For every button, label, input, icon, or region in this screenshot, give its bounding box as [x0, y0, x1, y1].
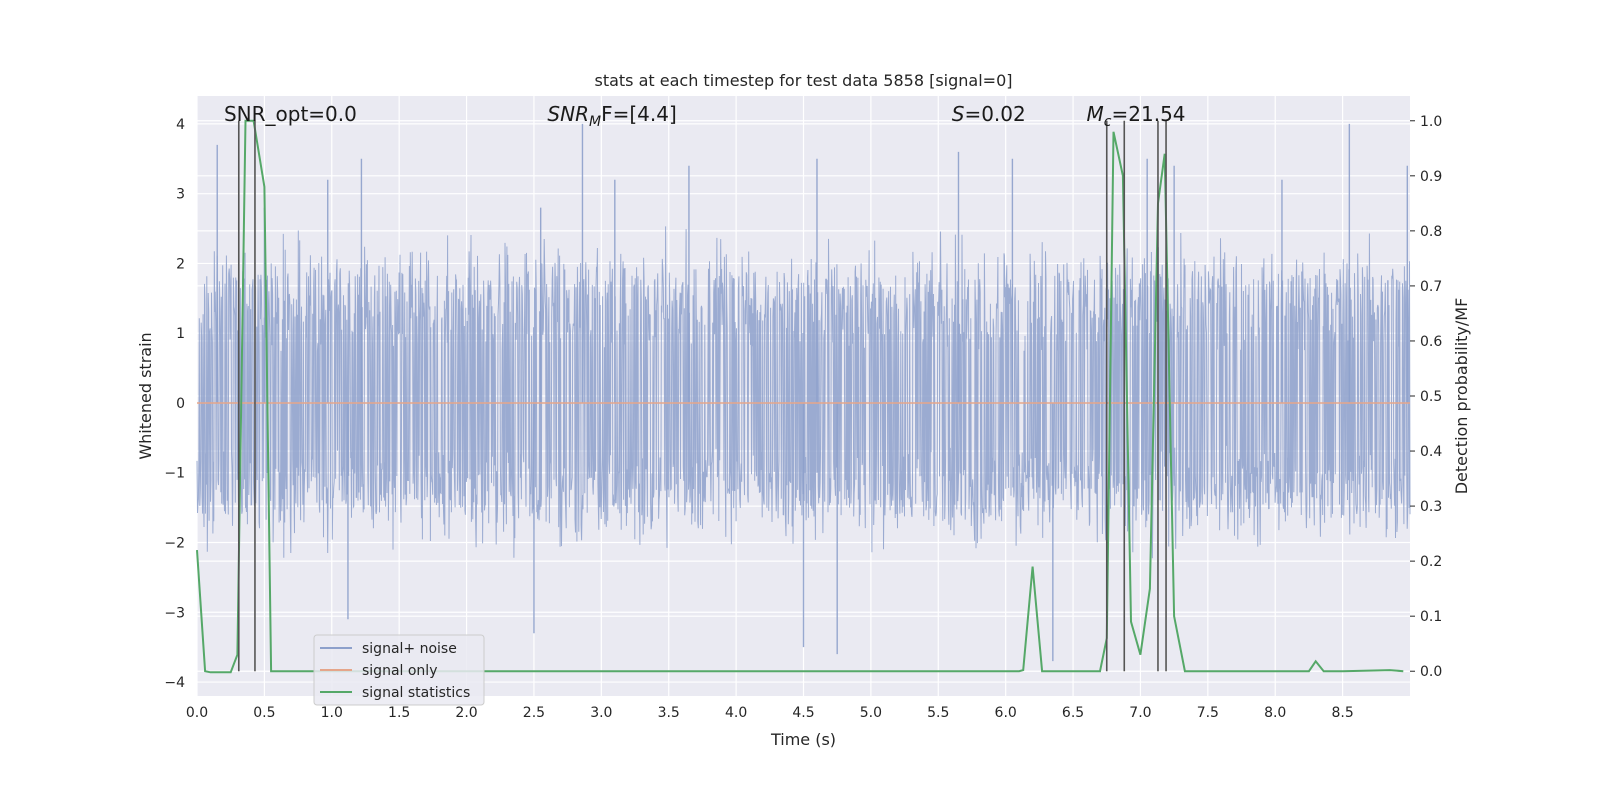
x-tick-label: 5.0: [860, 705, 882, 721]
y-right-tick-label: 1.0: [1420, 114, 1442, 130]
x-tick-label: 3.5: [658, 705, 680, 721]
legend-label-signal-noise: signal+ noise: [362, 641, 457, 657]
y-tick-label: 3: [176, 187, 185, 203]
x-tick-label: 2.0: [455, 705, 477, 721]
y-axis-label: Whitened strain: [136, 332, 155, 459]
y-right-tick-label: 0.7: [1420, 279, 1442, 295]
y-right-tick-label: 0.1: [1420, 609, 1442, 625]
vertical-markers: [237, 120, 1167, 672]
y-right-axis-label: Detection probability/MF: [1452, 298, 1471, 495]
y-tick-label: −4: [164, 675, 185, 691]
y-tick-label: 0: [176, 396, 185, 412]
y-right-axis-ticks: 1.0 0.9 0.8 0.7 0.6 0.5 0.4 0.3 0.2 0.1 0.0: [1410, 114, 1442, 680]
annotations: SNR_opt=0.0 SNRMF=[4.4] S=0.02 Mc=21.54: [224, 102, 1186, 130]
y-tick-label: −3: [164, 605, 185, 621]
x-tick-label: 5.5: [927, 705, 949, 721]
x-tick-label: 4.5: [792, 705, 814, 721]
annotation-2: S=0.02: [952, 102, 1026, 126]
y-right-tick-label: 0.9: [1420, 169, 1442, 185]
x-tick-label: 1.0: [321, 705, 343, 721]
x-tick-label: 6.5: [1062, 705, 1084, 721]
x-tick-label: 8.5: [1331, 705, 1353, 721]
y-right-tick-label: 0.3: [1420, 499, 1442, 515]
y-tick-label: 1: [176, 326, 185, 342]
x-tick-label: 7.0: [1129, 705, 1151, 721]
y-tick-label: −1: [164, 466, 185, 482]
x-tick-label: 8.0: [1264, 705, 1286, 721]
y-right-tick-label: 0.5: [1420, 389, 1442, 405]
y-right-tick-label: 0.2: [1420, 554, 1442, 570]
x-tick-label: 6.0: [995, 705, 1017, 721]
x-tick-label: 0.5: [253, 705, 275, 721]
chart-title: stats at each timestep for test data 585…: [594, 71, 1012, 90]
legend-box: [313, 634, 485, 706]
x-tick-label: 1.5: [388, 705, 410, 721]
x-tick-label: 3.0: [590, 705, 612, 721]
annotation-0: SNR_opt=0.0: [224, 102, 357, 126]
x-axis-label: Time (s): [770, 730, 836, 749]
annotation-1: SNRMF=[4.4]: [547, 102, 676, 130]
x-axis-ticks: 0.0 0.5 1.0 1.5 2.0 2.5 3.0 3.5 4.0 4.5 5.0 5.5 6.0 6…: [186, 705, 1354, 721]
y-axis-ticks: 4 3 2 1 0 −1 −2 −3 −4: [164, 117, 185, 691]
legend-label-signal-statistics: signal statistics: [362, 685, 470, 701]
y-right-tick-label: 0.4: [1420, 444, 1442, 460]
x-tick-label: 0.0: [186, 705, 208, 721]
legend: signal+ noise signal only signal statist…: [313, 634, 485, 706]
y-right-tick-label: 0.8: [1420, 224, 1442, 240]
annotation-3: Mc=21.54: [1087, 102, 1186, 130]
y-right-tick-label: 0.0: [1420, 664, 1442, 680]
y-tick-label: 2: [176, 256, 185, 272]
y-right-tick-label: 0.6: [1420, 334, 1442, 350]
series-signal-noise: [196, 226, 1411, 559]
x-tick-label: 2.5: [523, 705, 545, 721]
legend-label-signal-only: signal only: [362, 663, 437, 679]
x-tick-label: 7.5: [1197, 705, 1219, 721]
series-signal-statistics: [196, 119, 1404, 674]
y-tick-label: 4: [176, 117, 185, 133]
y-tick-label: −2: [164, 536, 185, 552]
x-tick-label: 4.0: [725, 705, 747, 721]
line-series-layer: [196, 119, 1410, 674]
